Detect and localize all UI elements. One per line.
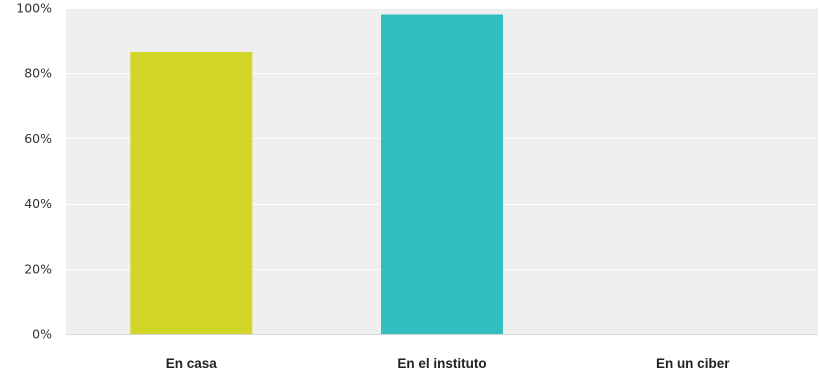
y-tick-label: 20% [24, 261, 52, 276]
bars [130, 14, 503, 334]
y-tick-label: 0% [32, 327, 52, 342]
y-tick-label: 40% [24, 196, 52, 211]
y-axis-tick-labels: 0% 20% 40% 60% 80% 100% [16, 1, 52, 342]
y-tick-label: 60% [24, 131, 52, 146]
x-category-label-en-un-ciber: En un ciber [656, 356, 730, 371]
x-category-label-en-casa: En casa [166, 356, 218, 371]
x-axis-category-labels: En casa En el instituto En un ciber [166, 356, 730, 371]
y-tick-label: 100% [16, 1, 52, 16]
x-category-label-en-el-instituto: En el instituto [397, 356, 486, 371]
bar-en-el-instituto [381, 14, 503, 334]
bar-en-casa [130, 52, 253, 334]
y-tick-label: 80% [24, 66, 52, 81]
